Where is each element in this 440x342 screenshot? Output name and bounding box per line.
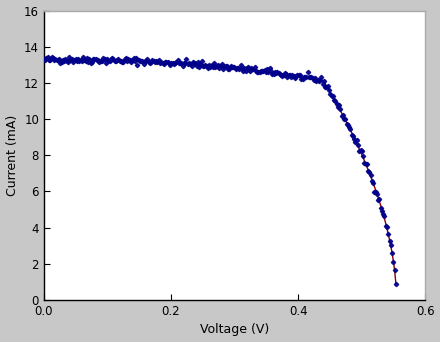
Y-axis label: Current (mA): Current (mA) <box>6 115 18 196</box>
X-axis label: Voltage (V): Voltage (V) <box>200 324 269 337</box>
